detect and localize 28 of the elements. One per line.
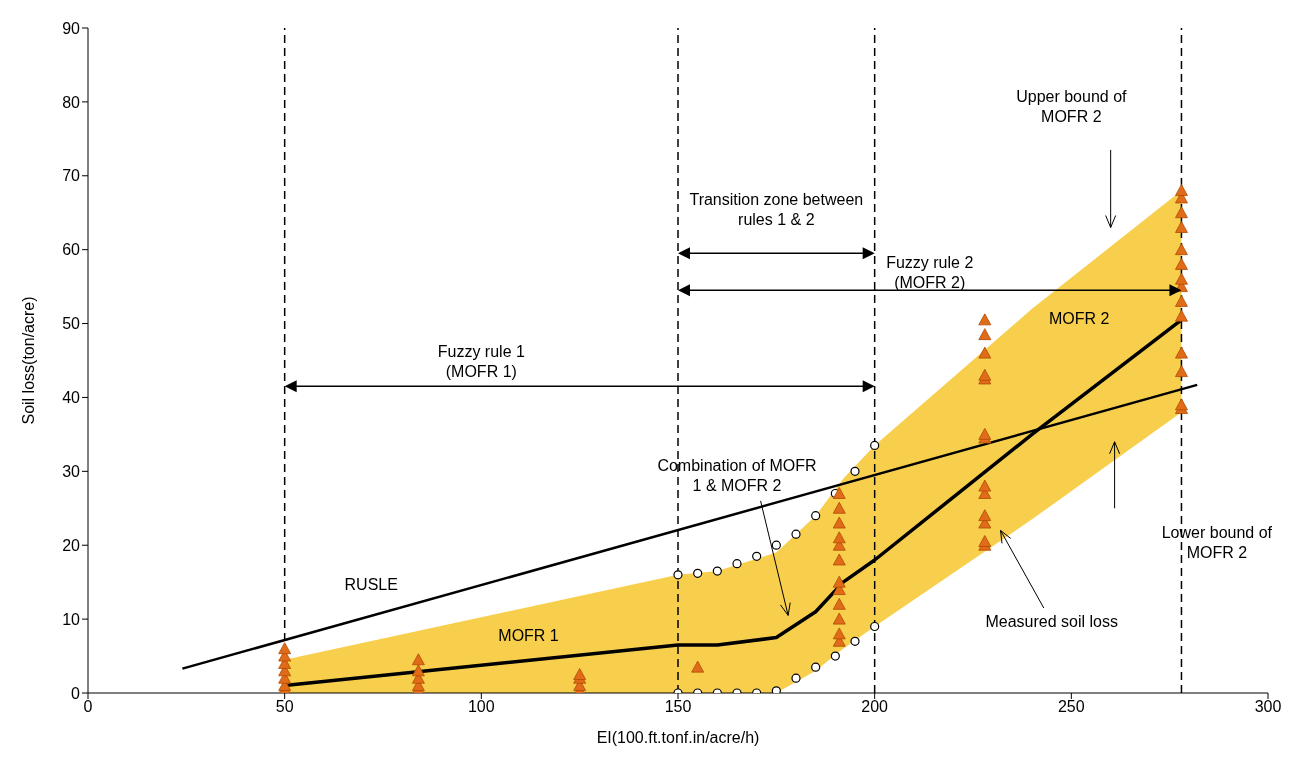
y-tick-label: 10 bbox=[62, 610, 81, 628]
annotation: MOFR 2 bbox=[1048, 309, 1110, 327]
annotation: MOFR 1 bbox=[498, 627, 559, 645]
annotation: Fuzzy rule 1 (MOFR 1) bbox=[437, 342, 526, 380]
x-tick-label: 250 bbox=[1057, 698, 1085, 716]
y-tick-label: 60 bbox=[62, 241, 81, 259]
y-tick-label: 50 bbox=[62, 315, 81, 333]
x-tick-label: 100 bbox=[467, 698, 495, 716]
x-tick-label: 200 bbox=[861, 698, 889, 716]
annotation: Transition zone between rules 1 & 2 bbox=[689, 191, 864, 229]
annotation: Fuzzy rule 2 (MOFR 2) bbox=[886, 254, 974, 292]
x-axis-title: EI(100.ft.tonf.in/acre/h) bbox=[596, 729, 760, 746]
annotation: Measured soil loss bbox=[985, 612, 1118, 630]
x-tick-label: 300 bbox=[1254, 698, 1282, 716]
annotation: RUSLE bbox=[344, 575, 398, 593]
y-tick-label: 80 bbox=[62, 93, 81, 111]
annotation: Upper bound of MOFR 2 bbox=[1016, 87, 1128, 125]
x-tick-label: 150 bbox=[664, 698, 692, 716]
y-tick-label: 30 bbox=[62, 463, 81, 481]
y-tick-label: 0 bbox=[71, 684, 81, 702]
x-tick-label: 50 bbox=[275, 698, 294, 716]
y-tick-label: 20 bbox=[62, 536, 81, 554]
y-axis-title: Soil loss(ton/acre) bbox=[19, 296, 37, 425]
annotation: Combination of MOFR 1 & MOFR 2 bbox=[657, 457, 817, 495]
y-tick-label: 90 bbox=[62, 19, 81, 37]
x-tick-label: 0 bbox=[83, 698, 93, 716]
y-tick-label: 70 bbox=[62, 167, 81, 185]
y-tick-label: 40 bbox=[62, 389, 81, 407]
